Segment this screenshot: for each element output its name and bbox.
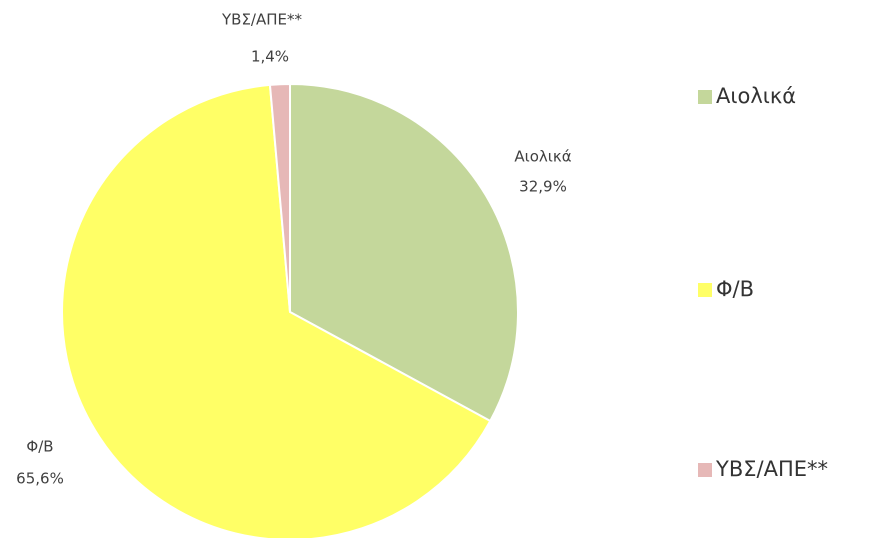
pie-slice <box>61 83 492 538</box>
data-label-value: 32,9% <box>519 178 567 196</box>
pie-slice <box>289 82 519 423</box>
data-label-name: Αιολικά <box>514 148 571 166</box>
legend-label: Αιολικά <box>716 84 796 108</box>
pie-slice <box>268 82 291 313</box>
data-label-name: ΥΒΣ/ΑΠΕ** <box>221 11 303 29</box>
legend-swatch <box>698 463 712 477</box>
data-label-value: 65,6% <box>16 470 64 488</box>
legend-label: Φ/Β <box>716 277 754 301</box>
legend-label: ΥΒΣ/ΑΠΕ** <box>715 457 828 481</box>
legend-swatch <box>698 90 712 104</box>
legend-swatch <box>698 283 712 297</box>
data-label-name: Φ/Β <box>26 438 53 456</box>
data-label-value: 1,4% <box>251 48 289 66</box>
